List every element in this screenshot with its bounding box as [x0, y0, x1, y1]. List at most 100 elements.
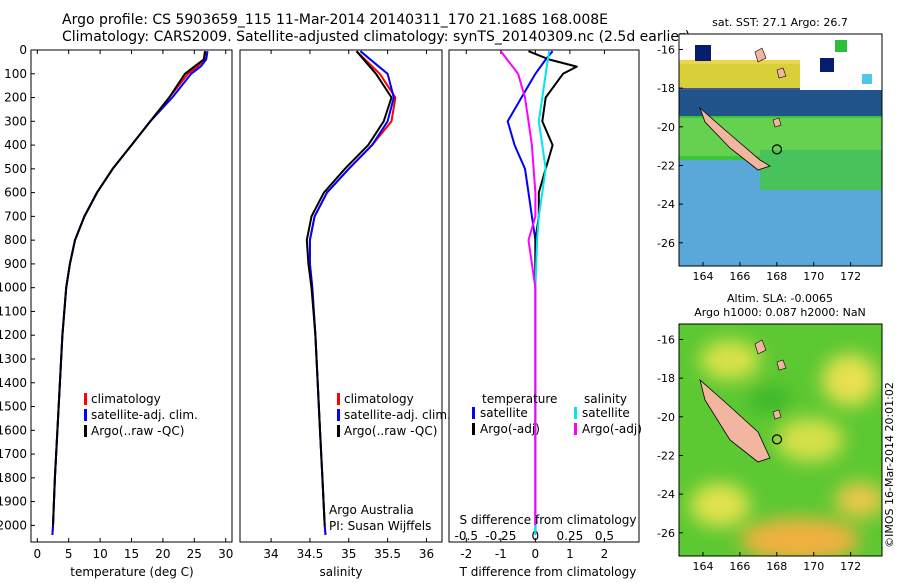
map-x-tick-label: 170: [803, 560, 824, 573]
island: [776, 67, 787, 79]
sst-map-image: [679, 34, 882, 266]
legend-swatch-s-argo: [574, 423, 577, 435]
island: [772, 409, 782, 420]
salinity-plot-frame: [239, 49, 443, 543]
salinity-x-axis: 34 34.5 35 35.5 36: [263, 50, 434, 561]
temperature-legend: climatology satellite-adj. clim. Argo(..…: [84, 392, 198, 438]
legend-label-t-satellite: satellite: [480, 406, 528, 420]
sst-map-panel: sat. SST: 27.1 Argo: 26.7 164 166 168 170 17…: [657, 16, 883, 283]
salinity-lines: [305, 50, 397, 535]
sla-map-title-2: Argo h1000: 0.087 h2000: NaN: [694, 306, 866, 319]
difference-panel: -2 -1 0 1 2 -0.5 -0.25 0 0.25 0.5 T difference f…: [448, 49, 642, 579]
map-x-tick-label: 164: [692, 270, 713, 283]
map-x-tick-label: 168: [766, 270, 787, 283]
series-line-satellite-adj-clim-: [51, 51, 209, 535]
depth-tick-label: 1000: [0, 281, 27, 295]
sla-blob: [748, 386, 792, 414]
legend-swatch-climatology: [337, 393, 340, 405]
series-line-t-satellite: [506, 50, 554, 535]
map-x-tick-label: 168: [766, 560, 787, 573]
island: [776, 359, 787, 371]
series-line-argo-raw-qc-: [305, 50, 393, 526]
legend-swatch-satellite: [84, 409, 87, 421]
s-tick-label: 0: [532, 529, 540, 543]
depth-tick-label: 1600: [0, 423, 27, 437]
t-difference-x-label: T difference from climatology: [459, 565, 637, 579]
map-x-tick-label: 166: [729, 560, 750, 573]
sst-pixel: [820, 58, 834, 72]
map-y-tick-label: -16: [657, 43, 675, 56]
s-tick-label: 0.25: [557, 529, 584, 543]
x-tick-label: 0: [532, 547, 540, 561]
s-difference-x-axis: -0.5 -0.25 0 0.25 0.5: [455, 529, 614, 543]
depth-tick-label: 1800: [0, 471, 27, 485]
legend-label-satellite: satellite-adj. clim.: [91, 408, 198, 422]
legend-label-argo: Argo(..raw -QC): [344, 424, 437, 438]
x-tick-label: 5: [65, 547, 73, 561]
depth-tick-label: 200: [4, 91, 27, 105]
legend-swatch-s-satellite: [574, 407, 577, 419]
map-y-tick-label: -18: [657, 82, 675, 95]
difference-lines: [500, 50, 578, 535]
x-tick-label: 34.5: [297, 547, 324, 561]
legend-title-salinity: salinity: [584, 392, 627, 406]
depth-tick-label: 100: [4, 67, 27, 81]
depth-tick-label: 700: [4, 209, 27, 223]
depth-axis: 0 100 200 300 400 500 600 700 800 900 1000 1100 1200…: [0, 43, 35, 532]
difference-plot-frame: [448, 49, 640, 543]
map-y-tick-label: -20: [657, 411, 675, 424]
map-y-tick-label: -22: [657, 159, 675, 172]
credit-org: Argo Australia: [329, 503, 414, 517]
map-y-tick-label: -26: [657, 527, 675, 540]
sst-pixel: [862, 74, 872, 84]
sst-green-patch: [760, 150, 882, 190]
sla-map-image: [679, 324, 882, 556]
t-difference-x-axis: -2 -1 0 1 2: [460, 50, 608, 561]
temperature-panel: 0100200300400500600700800900100011001200…: [0, 43, 233, 579]
legend-swatch-t-argo: [472, 423, 475, 435]
x-tick-label: 15: [124, 547, 139, 561]
depth-tick-label: 600: [4, 186, 27, 200]
map-y-tick-label: -24: [657, 488, 675, 501]
x-tick-label: 35.5: [374, 547, 401, 561]
map-y-tick-label: -20: [657, 121, 675, 134]
salinity-legend: climatology satellite-adj. clim. Argo(..…: [337, 392, 451, 438]
float-position-marker: [771, 144, 783, 155]
sla-map-title-1: Altim. SLA: -0.0065: [727, 292, 833, 305]
sla-blob: [690, 483, 750, 527]
temperature-plot-frame: [30, 49, 233, 543]
x-tick-label: 20: [155, 547, 170, 561]
sla-field: [690, 340, 882, 556]
series-line-climatology: [51, 51, 207, 535]
map-y-tick-label: -18: [657, 372, 675, 385]
series-line-s-satellite: [534, 51, 551, 535]
legend-label-climatology: climatology: [91, 392, 161, 406]
depth-tick-label: 500: [4, 162, 27, 176]
x-tick-label: 10: [92, 547, 107, 561]
sst-missing-data: [679, 34, 882, 64]
header-line-2: Climatology: CARS2009. Satellite-adjuste…: [62, 29, 690, 45]
depth-tick-label: 1200: [0, 328, 27, 342]
legend-swatch-argo: [337, 425, 340, 437]
map-x-tick-label: 164: [692, 560, 713, 573]
map-y-tick-label: -16: [657, 333, 675, 346]
map-x-tick-label: 172: [840, 560, 861, 573]
island: [754, 339, 767, 355]
temperature-x-axis: 0 5 10 15 20 25 30: [33, 50, 233, 561]
depth-tick-label: 1700: [0, 447, 27, 461]
x-tick-label: 34: [263, 547, 278, 561]
s-difference-x-label: S difference from climatology: [460, 513, 637, 527]
x-tick-label: -2: [460, 547, 472, 561]
sla-blob: [835, 482, 882, 518]
x-tick-label: 30: [218, 547, 233, 561]
legend-swatch-climatology: [84, 393, 87, 405]
map-x-tick-label: 166: [729, 270, 750, 283]
depth-tick-label: 300: [4, 114, 27, 128]
sst-pixel: [835, 40, 847, 52]
depth-tick-label: 1900: [0, 495, 27, 509]
sst-map-axes: 164 166 168 170 172 -16 -18 -20 -22 -24 -26: [657, 43, 861, 283]
x-tick-label: 2: [601, 547, 609, 561]
header-line-1: Argo profile: CS 5903659_115 11-Mar-2014…: [62, 12, 608, 28]
legend-label-s-argo: Argo(-adj): [582, 422, 642, 436]
